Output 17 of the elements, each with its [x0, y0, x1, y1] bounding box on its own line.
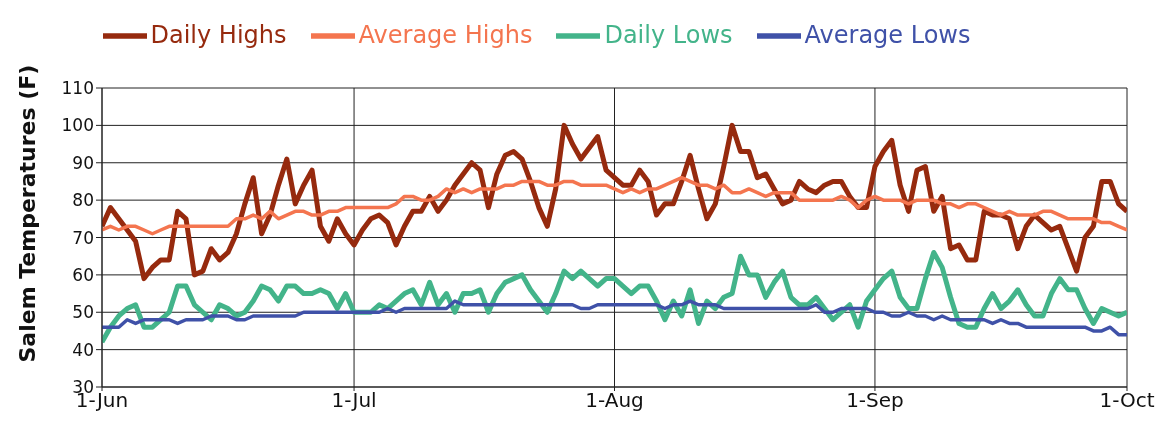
y-axis-title: Salem Temperatures (F)	[14, 64, 40, 363]
y-tick-label: 60	[72, 264, 94, 285]
x-tick-label: 1-Aug	[585, 388, 644, 413]
y-tick-label: 80	[72, 190, 94, 211]
y-tick-label: 70	[72, 227, 94, 248]
legend-label: Average Highs	[358, 21, 533, 49]
legend-label: Average Lows	[804, 21, 971, 49]
x-tick-label: 1-Jul	[331, 388, 377, 413]
y-tick-label: 110	[61, 78, 94, 99]
legend-label: Daily Highs	[150, 21, 287, 49]
legend-label: Daily Lows	[604, 21, 733, 49]
x-tick-label: 1-Oct	[1099, 388, 1155, 413]
y-tick-label: 40	[72, 339, 94, 360]
x-tick-label: 1-Sep	[846, 388, 904, 413]
y-tick-label: 100	[61, 115, 94, 136]
y-tick-label: 90	[72, 152, 94, 173]
y-tick-label: 50	[72, 302, 94, 323]
